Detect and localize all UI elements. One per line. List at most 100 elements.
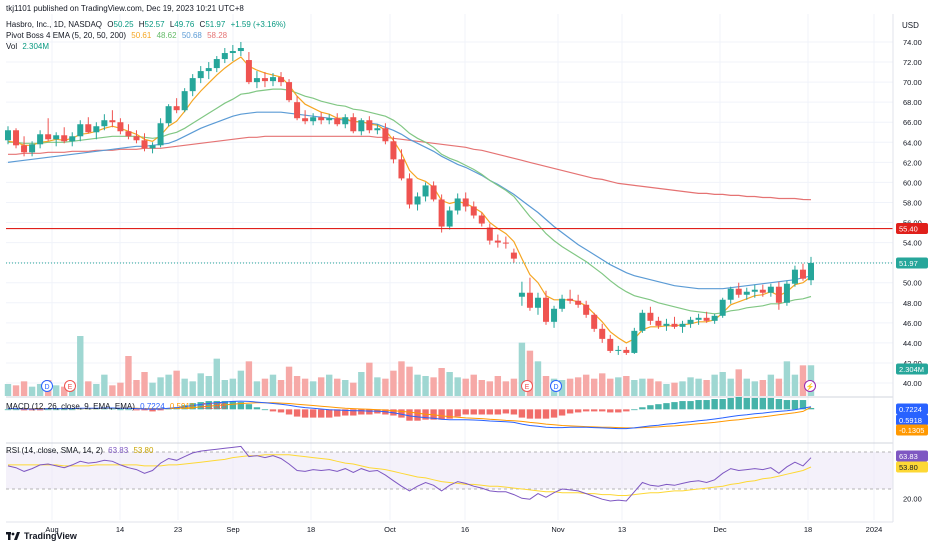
macd-histogram-bar <box>44 409 52 411</box>
horizontal-line-price-badge-bg <box>896 223 928 235</box>
candle-body <box>109 120 116 123</box>
macd-histogram-bar <box>301 409 309 418</box>
volume-bar <box>775 378 783 396</box>
volume-bar <box>12 385 20 396</box>
candle-body <box>526 292 533 308</box>
macd-histogram-bar <box>36 409 44 411</box>
volume-bar <box>197 373 204 396</box>
candle-body <box>141 140 148 149</box>
macd-histogram-bar <box>293 409 301 417</box>
macd-histogram-bar <box>542 409 550 419</box>
macd-histogram-bar <box>486 409 493 415</box>
volume-bar <box>326 374 333 396</box>
candle-body <box>77 124 84 137</box>
rsi-tick-label: 20.00 <box>903 494 922 503</box>
macd-histogram-bar <box>743 397 750 410</box>
candle-body <box>711 315 718 321</box>
open-value: 50.25 <box>113 20 134 29</box>
event-marker-label: E <box>525 384 530 391</box>
macd-histogram-bar <box>518 409 526 418</box>
macd-histogram-bar <box>639 407 646 410</box>
candle-body <box>173 106 180 111</box>
last-price-badge-bg <box>896 257 928 269</box>
rsi-legend-name: RSI (14, close, SMA, 14, 2) <box>6 446 103 455</box>
price-tick-label: 58.00 <box>903 198 922 207</box>
macd-badge: 0.7224 <box>899 405 922 414</box>
macd-histogram-bar <box>647 405 654 410</box>
candle-body <box>615 349 622 351</box>
time-tick-label: Sep <box>226 525 239 534</box>
macd-histogram-bar <box>117 409 124 411</box>
candle-body <box>623 349 630 353</box>
macd-histogram-bar <box>711 399 718 410</box>
candle-body <box>695 317 702 320</box>
rsi-badge: 63.83 <box>899 452 918 461</box>
candle-body <box>559 298 566 309</box>
macd-histogram-bar <box>309 409 317 418</box>
macd-histogram-bar <box>502 409 510 414</box>
candle-body <box>213 59 220 69</box>
candle-body <box>69 136 76 142</box>
tradingview-logo[interactable]: TradingView <box>6 531 77 541</box>
macd-histogram-bar <box>462 409 469 415</box>
volume-bar <box>727 378 734 396</box>
macd-histogram-bar <box>20 409 28 411</box>
ema20-value: 48.62 <box>156 31 177 40</box>
volume-bars <box>4 336 815 396</box>
currency-label[interactable]: USD <box>902 21 919 30</box>
candle-body <box>334 118 341 125</box>
candle-body <box>510 252 517 259</box>
volume-label: Vol <box>6 42 18 51</box>
candle-body <box>366 120 373 131</box>
macd-histogram-bar <box>582 409 590 412</box>
candle-body <box>237 48 244 52</box>
macd-histogram-bar <box>807 407 815 410</box>
volume-bar <box>639 378 646 396</box>
price-tick-label: 54.00 <box>903 239 922 248</box>
volume-bar <box>518 342 526 396</box>
event-marker-label: D <box>44 384 49 391</box>
price-tick-label: 48.00 <box>903 299 922 308</box>
candle-body <box>591 314 598 329</box>
candle-body <box>518 292 525 297</box>
symbol-name[interactable]: Hasbro, Inc., 1D, NASDAQ <box>6 20 103 29</box>
macd-line <box>8 400 812 430</box>
ema-legend[interactable]: Pivot Boss 4 EMA (5, 20, 50, 200) 50.61 … <box>6 30 230 41</box>
volume-legend[interactable]: Vol 2.304M <box>6 41 52 52</box>
event-marker-label: D <box>553 384 558 391</box>
volume-bar <box>799 365 807 396</box>
macd-badge-bg <box>896 403 928 415</box>
macd-histogram-bar <box>350 409 357 416</box>
candle-body <box>358 120 365 132</box>
candle-body <box>799 269 806 279</box>
volume-bar <box>213 358 220 396</box>
time-tick-label: Oct <box>384 525 397 534</box>
event-marker <box>64 380 76 392</box>
last-price-badge: 51.97 <box>899 259 918 268</box>
rsi-legend[interactable]: RSI (14, close, SMA, 14, 2) 63.83 53.80 <box>6 446 156 456</box>
volume-bar <box>703 380 710 396</box>
volume-bar <box>52 385 60 396</box>
time-tick-label: 18 <box>307 525 315 534</box>
macd-legend[interactable]: MACD (12, 26, close, 9, EMA, EMA) 0.7224… <box>6 402 230 412</box>
volume-bar <box>317 377 325 396</box>
volume-bar <box>631 380 638 396</box>
candle-body <box>229 51 236 54</box>
candle-body <box>743 291 750 295</box>
candle-body <box>551 308 558 322</box>
time-tick-label: 18 <box>804 525 812 534</box>
macd-histogram-bar <box>326 409 333 418</box>
volume-bar <box>101 374 108 396</box>
candle-body <box>374 128 381 131</box>
candle-body <box>21 145 28 153</box>
volume-bar <box>743 378 750 396</box>
rsi-ma-badge: 53.80 <box>899 463 918 472</box>
tradingview-logo-icon <box>6 532 20 540</box>
candle-body <box>278 77 285 83</box>
volume-bar <box>478 380 485 396</box>
candle-body <box>125 131 132 137</box>
volume-bar <box>28 386 36 396</box>
candle-body <box>751 289 758 292</box>
volume-bar <box>767 374 775 396</box>
macd-histogram-bar <box>181 405 188 410</box>
